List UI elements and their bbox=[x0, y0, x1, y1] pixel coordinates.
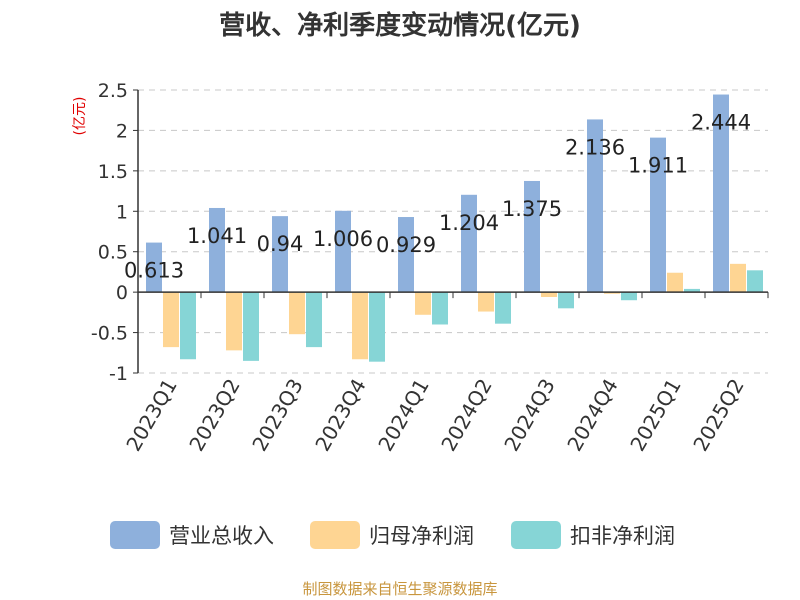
bar-2-2023Q2 bbox=[226, 292, 242, 351]
bar-3-2025Q2 bbox=[747, 270, 763, 293]
y-tick-label: 2.5 bbox=[98, 80, 128, 102]
data-label: 0.613 bbox=[124, 259, 184, 283]
x-tick-label: 2025Q2 bbox=[688, 375, 748, 456]
data-label: 0.94 bbox=[257, 232, 304, 256]
bar-2-2024Q2 bbox=[478, 292, 494, 312]
x-tick-label: 2024Q1 bbox=[373, 375, 433, 456]
bar-1-2024Q1 bbox=[398, 217, 414, 293]
x-tick-label: 2025Q1 bbox=[625, 375, 685, 456]
bar-1-2024Q3 bbox=[524, 180, 540, 293]
data-label: 1.041 bbox=[187, 224, 247, 248]
bar-2-2024Q3 bbox=[541, 292, 557, 297]
bar-2-2025Q2 bbox=[730, 263, 746, 293]
x-tick-label: 2023Q2 bbox=[184, 375, 244, 456]
bar-3-2024Q4 bbox=[621, 292, 637, 301]
y-tick-label: -1 bbox=[109, 363, 128, 385]
source-note: 制图数据来自恒生聚源数据库 bbox=[302, 580, 497, 598]
chart-title: 营收、净利季度变动情况(亿元) bbox=[219, 10, 581, 41]
legend-label: 营业总收入 bbox=[169, 524, 274, 548]
bar-1-2025Q1 bbox=[650, 137, 666, 293]
data-label: 1.006 bbox=[313, 227, 373, 251]
bar-3-2025Q1 bbox=[684, 288, 700, 293]
bar-3-2024Q3 bbox=[558, 292, 574, 309]
x-tick-label: 2024Q4 bbox=[562, 375, 622, 456]
bar-3-2024Q2 bbox=[495, 292, 511, 324]
legend-label: 扣非净利润 bbox=[570, 524, 675, 548]
legend-swatch bbox=[511, 521, 561, 549]
bar-1-2024Q2 bbox=[461, 194, 477, 293]
y-ticks: 2.5 2 1.5 1 0.5 0 -0.5 -1 bbox=[91, 80, 128, 385]
bar-2-2023Q3 bbox=[289, 292, 305, 335]
bar-2-2024Q4 bbox=[604, 292, 620, 294]
y-tick-label: -0.5 bbox=[91, 323, 128, 345]
bar-2-2023Q4 bbox=[352, 292, 368, 360]
bar-3-2024Q1 bbox=[432, 292, 448, 325]
y-axis-label: (亿元) bbox=[72, 97, 88, 136]
bar-1-2023Q3 bbox=[272, 216, 288, 293]
legend-swatch bbox=[110, 521, 160, 549]
legend: 营业总收入 归母净利润 扣非净利润 bbox=[110, 521, 675, 549]
bar-3-2023Q3 bbox=[306, 292, 322, 348]
y-tick-label: 0 bbox=[116, 282, 128, 304]
bar-3-2023Q2 bbox=[243, 292, 259, 361]
x-tick-label: 2023Q3 bbox=[247, 375, 307, 456]
x-tick-label: 2023Q4 bbox=[310, 375, 370, 456]
x-tick-label: 2023Q1 bbox=[121, 375, 181, 456]
data-label: 1.375 bbox=[502, 197, 562, 221]
bar-1-2023Q1 bbox=[146, 242, 162, 293]
bar-3-2023Q1 bbox=[180, 292, 196, 360]
bar-1-2024Q4 bbox=[587, 119, 603, 293]
data-label: 1.204 bbox=[439, 211, 499, 235]
y-tick-label: 2 bbox=[116, 120, 128, 142]
bar-1-2023Q2 bbox=[209, 207, 225, 293]
legend-swatch bbox=[310, 521, 360, 549]
y-tick-label: 0.5 bbox=[98, 242, 128, 264]
bars bbox=[146, 94, 763, 362]
axes bbox=[133, 89, 769, 374]
bar-1-2023Q4 bbox=[335, 210, 351, 293]
bar-2-2023Q1 bbox=[163, 292, 179, 348]
bar-2-2024Q1 bbox=[415, 292, 431, 315]
y-tick-label: 1 bbox=[116, 201, 128, 223]
legend-label: 归母净利润 bbox=[369, 524, 474, 548]
data-label: 0.929 bbox=[376, 233, 436, 257]
x-tick-label: 2024Q2 bbox=[436, 375, 496, 456]
bar-1-2025Q2 bbox=[713, 94, 729, 293]
x-tick-label: 2024Q3 bbox=[499, 375, 559, 456]
data-label: 2.136 bbox=[565, 135, 625, 159]
y-tick-label: 1.5 bbox=[98, 161, 128, 183]
x-ticks: 2023Q1 2023Q2 2023Q3 2023Q4 2024Q1 2024Q2 2024… bbox=[121, 375, 748, 456]
bar-3-2023Q4 bbox=[369, 292, 385, 362]
data-label: 1.911 bbox=[628, 154, 688, 178]
bar-2-2025Q1 bbox=[667, 272, 683, 293]
data-label: 2.444 bbox=[691, 111, 751, 135]
